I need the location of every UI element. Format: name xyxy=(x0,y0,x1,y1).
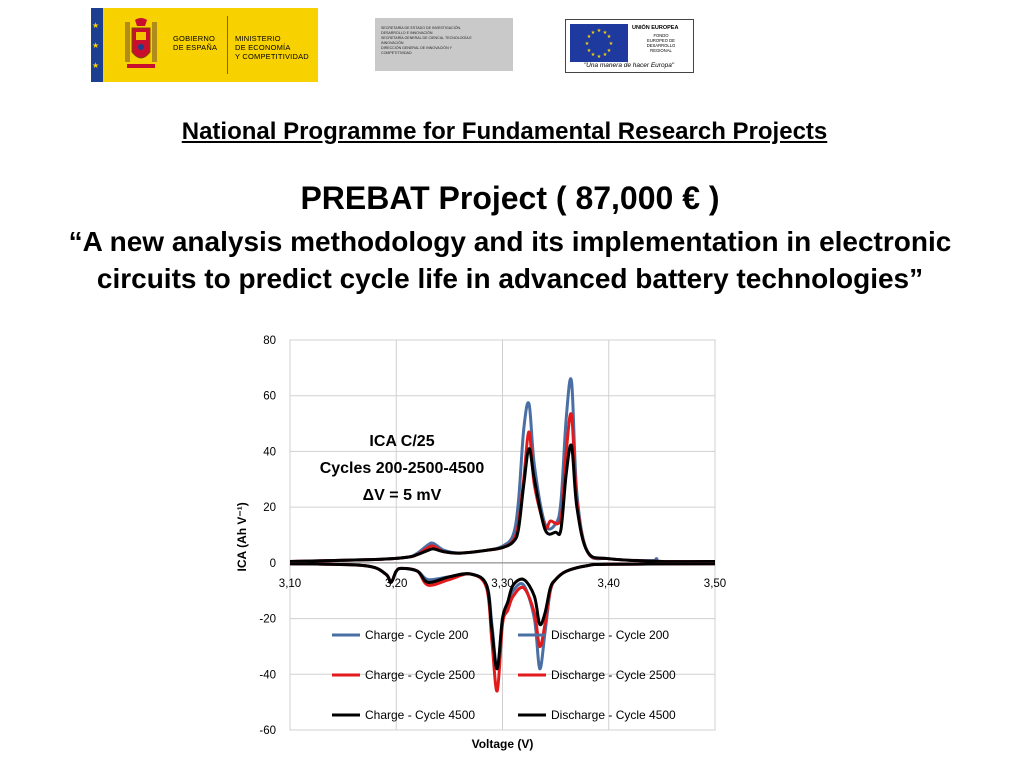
x-tick-label: 3,40 xyxy=(598,578,620,590)
legend-label: Discharge - Cycle 200 xyxy=(551,628,669,642)
coat-of-arms-icon xyxy=(125,18,157,68)
programme-title: National Programme for Fundamental Resea… xyxy=(181,118,828,145)
legend-label: Charge - Cycle 2500 xyxy=(365,668,475,682)
annotation-line: ΔV = 5 mV xyxy=(363,487,442,504)
svg-text:★: ★ xyxy=(603,52,608,58)
secretaria-logo: SECRETARÍA DE ESTADO DE INVESTIGACIÓN, D… xyxy=(375,18,513,71)
x-tick-label: 3,30 xyxy=(491,578,513,590)
eu-motto: "Una manera de hacer Europa" xyxy=(583,62,675,69)
y-tick-label: -40 xyxy=(259,669,276,681)
y-tick-label: 20 xyxy=(263,502,276,514)
x-tick-label: 3,10 xyxy=(279,578,301,590)
svg-text:★: ★ xyxy=(587,34,592,40)
svg-text:★: ★ xyxy=(587,48,592,54)
spain-flag-icon: ★ ★ ★ xyxy=(91,8,103,82)
chart-legend: Charge - Cycle 200 Discharge - Cycle 200 C… xyxy=(332,628,676,722)
svg-text:★: ★ xyxy=(597,54,602,60)
svg-text:★: ★ xyxy=(597,28,602,34)
y-tick-label: 0 xyxy=(270,558,276,570)
legend-label: Discharge - Cycle 2500 xyxy=(551,668,676,682)
project-description: “A new analysis methodology and its impl… xyxy=(0,223,1009,297)
x-axis-label: Voltage (V) xyxy=(472,737,534,751)
ministerio-text: MINISTERIO DE ECONOMÍA Y COMPETITIVIDAD xyxy=(235,34,309,61)
gobierno-logo: ★ ★ ★ GOBIERNO DE ESPAÑA MINISTERIO DE ECO… xyxy=(91,8,318,82)
gobierno-text: GOBIERNO DE ESPAÑA xyxy=(173,34,218,52)
description-line-2: circuits to predict cycle life in advanc… xyxy=(96,263,924,294)
y-tick-label: 40 xyxy=(263,446,276,458)
annotation-line: Cycles 200-2500-4500 xyxy=(320,460,485,477)
svg-text:★: ★ xyxy=(607,34,612,40)
svg-text:★: ★ xyxy=(591,30,596,36)
chart-ticks: 80 60 40 20 0 -20 -40 -60 3,10 3,20 3,30 3,40 3,50 xyxy=(259,335,726,737)
chart-series xyxy=(289,377,716,693)
series-charge-cycle-4500 xyxy=(289,443,716,564)
secretaria-text: SECRETARÍA DE ESTADO DE INVESTIGACIÓN, D… xyxy=(381,26,472,55)
annotation-line: ICA C/25 xyxy=(369,433,434,450)
description-line-1: “A new analysis methodology and its impl… xyxy=(68,226,952,257)
svg-text:★: ★ xyxy=(591,52,596,58)
svg-text:★: ★ xyxy=(603,30,608,36)
y-tick-label: -60 xyxy=(259,725,276,737)
x-tick-label: 3,20 xyxy=(385,578,407,590)
y-tick-label: 60 xyxy=(263,391,276,403)
eu-flag-icon: ★ ★★ ★★★ ★★★ ★★★ xyxy=(570,24,628,62)
x-tick-label: 3,50 xyxy=(704,578,726,590)
project-title: PREBAT Project ( 87,000 € ) xyxy=(300,180,720,216)
legend-label: Charge - Cycle 4500 xyxy=(365,708,475,722)
y-axis-label: ICA (Ah V⁻¹) xyxy=(235,502,249,571)
logo-divider xyxy=(227,16,228,74)
chart-annotation: ICA C/25 Cycles 200-2500-4500 ΔV = 5 mV xyxy=(320,433,485,504)
series-discharge-cycle-4500 xyxy=(289,562,716,671)
eu-logo: ★ ★ ★ ★ ★ ★ ★ ★ ★ ★ ★ ★ UNIÓN EUROPEA FONDO EURO… xyxy=(565,19,694,73)
svg-text:★: ★ xyxy=(607,48,612,54)
y-tick-label: -20 xyxy=(259,614,276,626)
legend-label: Discharge - Cycle 4500 xyxy=(551,708,676,722)
eu-title: UNIÓN EUROPEA xyxy=(632,25,679,31)
eu-subtitle: FONDO EUROPEO DE DESARROLLO REGIONAL xyxy=(646,33,676,53)
svg-text:★: ★ xyxy=(585,41,590,47)
y-tick-label: 80 xyxy=(263,335,276,347)
svg-text:★: ★ xyxy=(609,41,614,47)
legend-label: Charge - Cycle 200 xyxy=(365,628,469,642)
